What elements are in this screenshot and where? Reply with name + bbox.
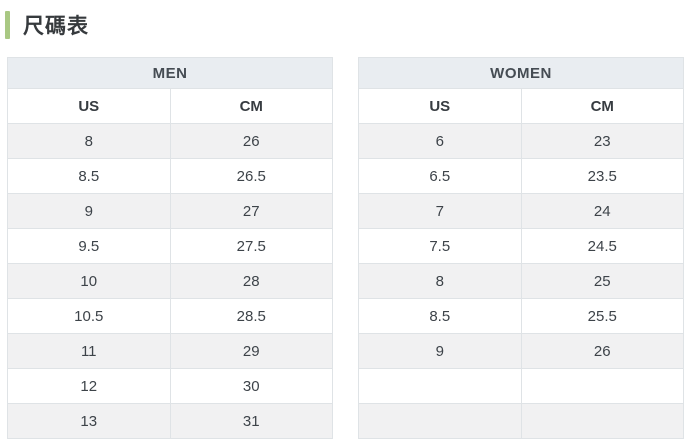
size-tables-container: MEN US CM 8 26 8.5 26.5 9 27: [7, 57, 684, 439]
table-row: 9.5 27.5: [7, 228, 333, 264]
us-cell: 6.5: [358, 158, 522, 194]
table-row: 7 24: [358, 193, 684, 229]
table-column-header-row: US CM: [7, 88, 333, 124]
table-row: 9 26: [358, 333, 684, 369]
cm-cell: 24: [520, 193, 684, 229]
cm-cell: [520, 368, 684, 404]
us-cell: 7.5: [358, 228, 522, 264]
cm-cell: 23: [520, 123, 684, 159]
cm-cell: 27: [169, 193, 333, 229]
cm-cell: 25.5: [520, 298, 684, 334]
table-row: 12 30: [7, 368, 333, 404]
us-cell: [358, 403, 522, 439]
us-cell: 11: [7, 333, 171, 369]
table-row: 9 27: [7, 193, 333, 229]
table-group-header-men: MEN: [7, 57, 333, 89]
women-size-table: WOMEN US CM 6 23 6.5 23.5 7 24: [358, 57, 684, 439]
table-row: 8 26: [7, 123, 333, 159]
cm-cell: 27.5: [169, 228, 333, 264]
cm-cell: [520, 403, 684, 439]
us-cell: 7: [358, 193, 522, 229]
table-row: 8 25: [358, 263, 684, 299]
cm-cell: 29: [169, 333, 333, 369]
page-header: 尺碼表: [0, 0, 692, 41]
cm-cell: 25: [520, 263, 684, 299]
us-cell: 10: [7, 263, 171, 299]
us-cell: 8: [7, 123, 171, 159]
table-group-header-women: WOMEN: [358, 57, 684, 89]
cm-cell: 26: [169, 123, 333, 159]
us-cell: 9: [358, 333, 522, 369]
cm-cell: 26: [520, 333, 684, 369]
cm-cell: 26.5: [169, 158, 333, 194]
table-row: 6 23: [358, 123, 684, 159]
us-cell: 10.5: [7, 298, 171, 334]
cm-cell: 28.5: [169, 298, 333, 334]
table-row: 10.5 28.5: [7, 298, 333, 334]
table-row: 8.5 26.5: [7, 158, 333, 194]
table-row: 8.5 25.5: [358, 298, 684, 334]
table-group-header-row: WOMEN: [358, 57, 684, 89]
cm-cell: 31: [169, 403, 333, 439]
men-size-table: MEN US CM 8 26 8.5 26.5 9 27: [7, 57, 333, 439]
column-header-us: US: [7, 88, 171, 124]
cm-cell: 24.5: [520, 228, 684, 264]
column-header-cm: CM: [169, 88, 333, 124]
cm-cell: 23.5: [520, 158, 684, 194]
title-accent-bar: [5, 11, 10, 39]
table-group-header-row: MEN: [7, 57, 333, 89]
table-row: 13 31: [7, 403, 333, 439]
us-cell: 8.5: [7, 158, 171, 194]
table-row: 6.5 23.5: [358, 158, 684, 194]
cm-cell: 30: [169, 368, 333, 404]
us-cell: [358, 368, 522, 404]
cm-cell: 28: [169, 263, 333, 299]
page-title: 尺碼表: [23, 15, 89, 38]
us-cell: 8.5: [358, 298, 522, 334]
us-cell: 13: [7, 403, 171, 439]
column-header-us: US: [358, 88, 522, 124]
us-cell: 9: [7, 193, 171, 229]
table-row: 11 29: [7, 333, 333, 369]
us-cell: 8: [358, 263, 522, 299]
table-row: [358, 403, 684, 439]
column-header-cm: CM: [520, 88, 684, 124]
table-row: 7.5 24.5: [358, 228, 684, 264]
us-cell: 9.5: [7, 228, 171, 264]
us-cell: 6: [358, 123, 522, 159]
us-cell: 12: [7, 368, 171, 404]
table-column-header-row: US CM: [358, 88, 684, 124]
table-row: 10 28: [7, 263, 333, 299]
table-row: [358, 368, 684, 404]
